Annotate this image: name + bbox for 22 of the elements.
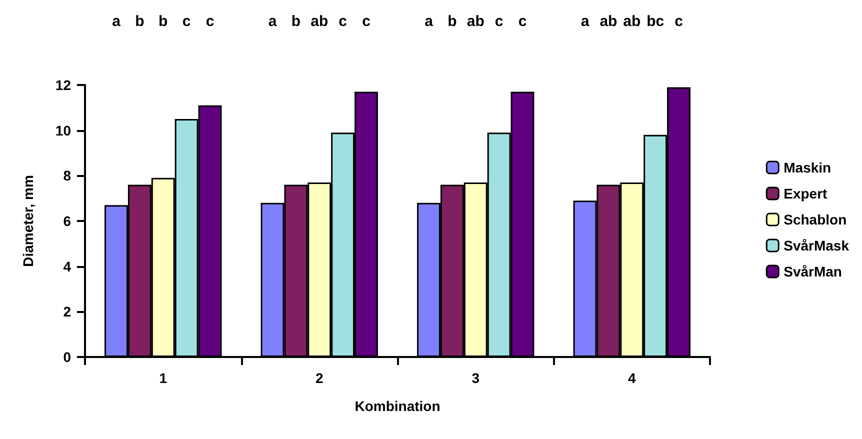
x-axis-title: Kombination	[354, 398, 440, 414]
x-tick-label: 2	[315, 370, 324, 386]
y-tick-label: 0	[63, 349, 72, 365]
x-tick-label: 3	[472, 370, 480, 386]
legend-label: Expert	[784, 186, 828, 202]
y-tick-label: 2	[63, 304, 72, 320]
text: a b b c c	[112, 13, 214, 30]
y-tick-label: 12	[55, 77, 72, 93]
legend-label: SvårMan	[784, 264, 842, 280]
x-tick-label: 4	[628, 370, 636, 386]
x-tick-label: 1	[159, 370, 168, 386]
text: a b ab c c	[268, 13, 370, 30]
y-tick-label: 4	[63, 258, 72, 274]
legend-label: SvårMask	[784, 238, 850, 254]
legend-label: Maskin	[784, 160, 832, 176]
text: a b ab c c	[424, 13, 527, 30]
y-tick-label: 10	[55, 122, 72, 138]
text: a ab ab bc c	[580, 13, 683, 30]
y-tick-label: 8	[63, 168, 72, 184]
y-tick-label: 6	[63, 213, 72, 229]
legend-label: Schablon	[784, 212, 847, 228]
y-axis-title: Diameter, mm	[20, 175, 36, 267]
